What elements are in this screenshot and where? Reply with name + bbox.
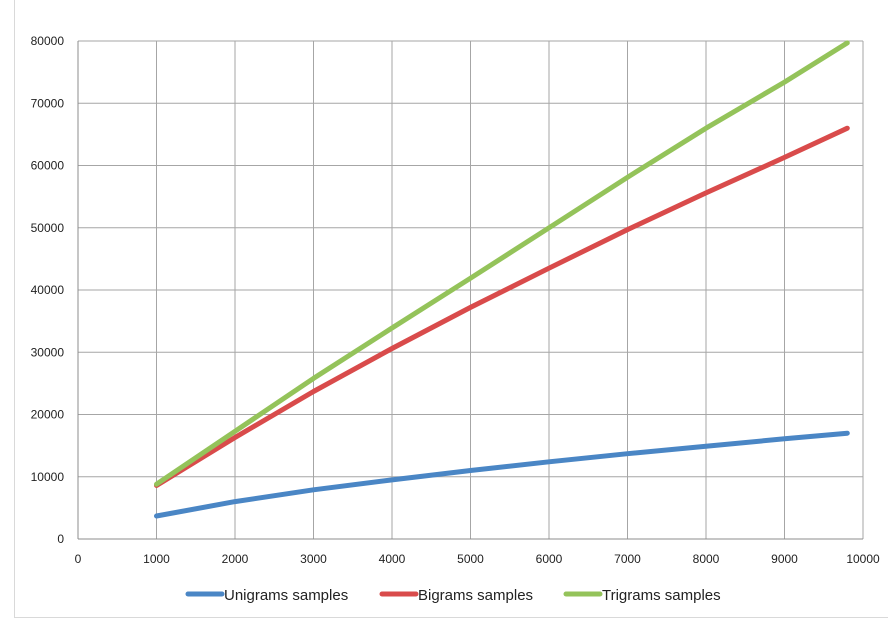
x-tick-label: 10000 [846,552,880,566]
legend-label: Trigrams samples [602,587,721,604]
y-tick-label: 80000 [31,34,65,48]
y-tick-label: 20000 [31,408,65,422]
y-tick-label: 40000 [31,283,65,297]
x-tick-label: 6000 [536,552,563,566]
x-tick-label: 4000 [379,552,406,566]
x-tick-label: 3000 [300,552,327,566]
y-tick-label: 30000 [31,345,65,359]
y-tick-label: 60000 [31,159,65,173]
y-tick-label: 70000 [31,96,65,110]
y-tick-label: 0 [57,532,64,546]
series-lines [154,40,850,519]
series-line-unigrams-samples [154,430,850,519]
legend-label: Unigrams samples [224,587,348,604]
y-tick-label: 50000 [31,221,65,235]
legend-item: Bigrams samples [379,587,533,604]
x-tick-label: 7000 [614,552,641,566]
x-tick-label: 0 [75,552,82,566]
legend: Unigrams samples Bigrams samples Trigrams … [185,587,721,604]
y-tick-label: 10000 [31,470,65,484]
x-tick-label: 5000 [457,552,484,566]
legend-item: Trigrams samples [563,587,721,604]
x-tick-label: 2000 [222,552,249,566]
series-line-trigrams-samples [154,40,850,487]
x-tick-label: 8000 [693,552,720,566]
legend-label: Bigrams samples [418,587,533,604]
x-tick-label: 1000 [143,552,170,566]
axes: 0 1000 2000 3000 4000 5000 6000 7000 8000 9000 100… [31,34,880,566]
x-tick-label: 9000 [771,552,798,566]
series-line-bigrams-samples [154,125,850,488]
legend-item: Unigrams samples [185,587,348,604]
